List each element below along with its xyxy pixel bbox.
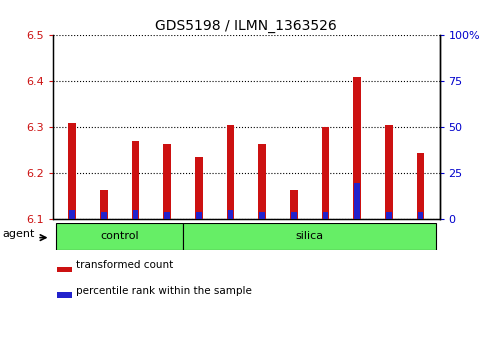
Bar xyxy=(100,189,108,219)
Bar xyxy=(322,127,329,219)
Bar xyxy=(353,77,361,219)
Bar xyxy=(416,153,425,219)
Bar xyxy=(196,212,202,219)
Bar xyxy=(57,292,72,298)
Bar xyxy=(163,144,171,219)
Bar xyxy=(355,183,360,219)
Text: transformed count: transformed count xyxy=(75,261,173,270)
Bar xyxy=(291,212,297,219)
Bar xyxy=(386,212,392,219)
Bar xyxy=(227,125,234,219)
Bar xyxy=(323,212,328,219)
Bar xyxy=(133,210,138,219)
Text: percentile rank within the sample: percentile rank within the sample xyxy=(75,286,252,296)
Bar xyxy=(418,212,424,219)
Text: silica: silica xyxy=(296,231,324,241)
Bar xyxy=(57,267,72,272)
Title: GDS5198 / ILMN_1363526: GDS5198 / ILMN_1363526 xyxy=(156,19,337,33)
Bar xyxy=(164,212,170,219)
Bar xyxy=(258,144,266,219)
Bar xyxy=(195,157,203,219)
Text: agent: agent xyxy=(3,229,35,239)
Bar xyxy=(385,125,393,219)
Bar xyxy=(227,210,233,219)
Bar xyxy=(69,210,75,219)
Bar xyxy=(183,223,436,250)
Bar xyxy=(68,123,76,219)
Bar xyxy=(290,189,298,219)
Bar xyxy=(259,212,265,219)
Bar xyxy=(131,141,140,219)
Bar xyxy=(101,212,107,219)
Text: control: control xyxy=(100,231,139,241)
Bar xyxy=(57,223,183,250)
